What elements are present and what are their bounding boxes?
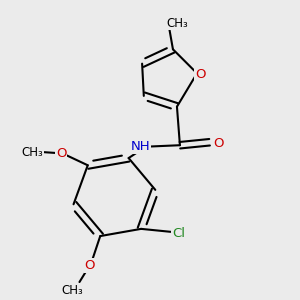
Text: NH: NH xyxy=(131,140,150,153)
Text: O: O xyxy=(85,259,95,272)
Text: O: O xyxy=(213,137,224,150)
Text: CH₃: CH₃ xyxy=(166,16,188,29)
Text: CH₃: CH₃ xyxy=(21,146,43,159)
Text: CH₃: CH₃ xyxy=(61,284,83,297)
Text: Cl: Cl xyxy=(172,227,186,240)
Text: O: O xyxy=(56,147,66,160)
Text: O: O xyxy=(195,68,206,81)
